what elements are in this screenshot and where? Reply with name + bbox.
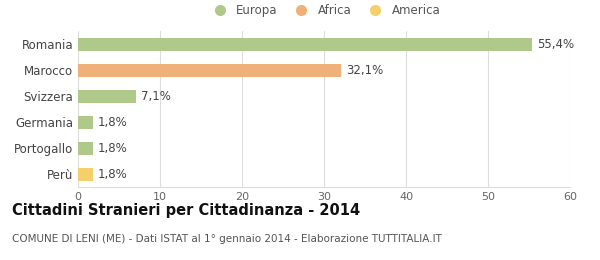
Text: 1,8%: 1,8%: [98, 142, 127, 155]
Text: 7,1%: 7,1%: [141, 90, 171, 103]
Text: Cittadini Stranieri per Cittadinanza - 2014: Cittadini Stranieri per Cittadinanza - 2…: [12, 203, 360, 218]
Bar: [78, 38, 532, 51]
Text: 32,1%: 32,1%: [346, 64, 383, 77]
Text: COMUNE DI LENI (ME) - Dati ISTAT al 1° gennaio 2014 - Elaborazione TUTTITALIA.IT: COMUNE DI LENI (ME) - Dati ISTAT al 1° g…: [12, 234, 442, 244]
Bar: [78, 90, 136, 103]
Bar: [78, 168, 93, 181]
Bar: [78, 116, 93, 129]
Text: 1,8%: 1,8%: [98, 116, 127, 129]
Bar: [78, 64, 341, 77]
Bar: [78, 142, 93, 155]
Legend: Europa, Africa, America: Europa, Africa, America: [203, 0, 445, 22]
Text: 55,4%: 55,4%: [537, 38, 574, 51]
Text: 1,8%: 1,8%: [98, 168, 127, 181]
